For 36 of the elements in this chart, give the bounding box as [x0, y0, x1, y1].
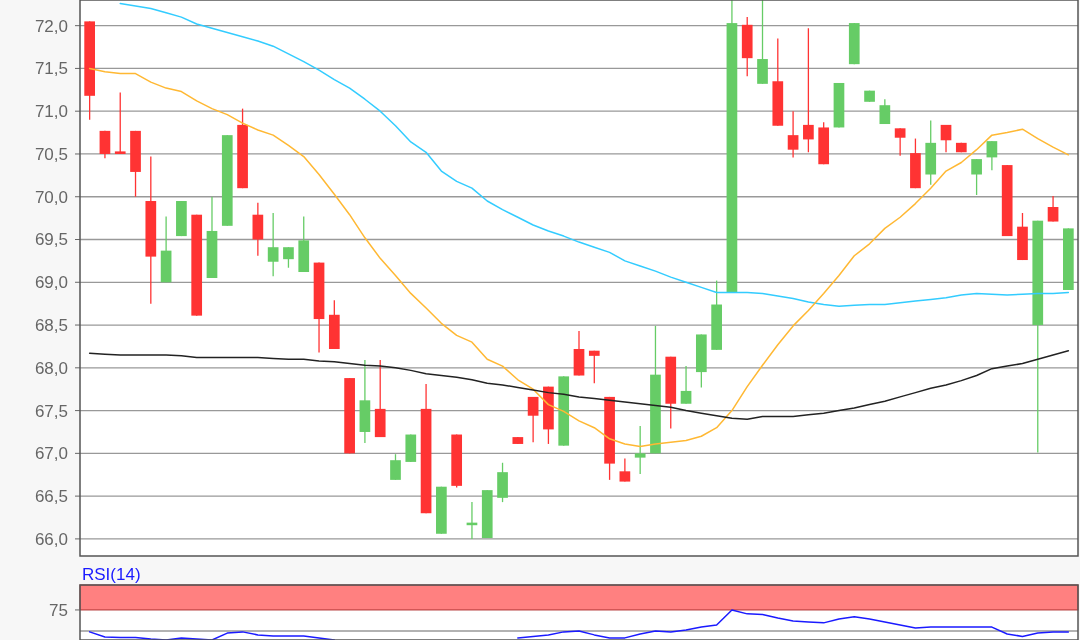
- candlestick: [894, 127, 906, 157]
- candlestick: [588, 350, 600, 384]
- candlestick: [99, 130, 111, 159]
- y-tick-label: 69,5: [34, 230, 68, 250]
- y-tick-label: 71,5: [34, 59, 68, 79]
- candlestick: [971, 158, 982, 196]
- candlestick: [527, 396, 539, 443]
- chart-title: RSI(14): [82, 565, 141, 584]
- y-tick-label: 70,5: [34, 144, 68, 164]
- candlestick: [803, 27, 814, 153]
- y-tick-label: 66,5: [34, 487, 68, 507]
- candlestick: [114, 91, 126, 155]
- candlestick: [879, 98, 891, 125]
- y-tick-label: 69,0: [34, 273, 68, 293]
- candlestick: [619, 457, 631, 483]
- y-tick-label: 72,0: [34, 16, 68, 36]
- line-series: [88, 349, 1070, 420]
- y-tick-label: 67,0: [34, 444, 68, 464]
- candlestick: [283, 246, 294, 269]
- candlestick: [940, 124, 952, 153]
- candlestick: [787, 110, 799, 159]
- candlestick: [986, 140, 998, 171]
- candlestick: [390, 453, 401, 481]
- y-tick-label: 70,0: [34, 187, 68, 207]
- y-tick-label: 71,0: [34, 102, 68, 122]
- y-tick-label: 66,0: [34, 529, 68, 549]
- y-tick-label: 68,5: [34, 316, 68, 335]
- line-series: [88, 67, 1070, 448]
- y-tick-label: 68,0: [34, 358, 68, 378]
- candlestick: [267, 212, 279, 277]
- y-tick-label: 67,5: [34, 401, 68, 421]
- candlestick: [1047, 195, 1059, 223]
- text: 75: [49, 600, 68, 620]
- candlestick: [634, 425, 646, 475]
- candlestick: [680, 365, 692, 405]
- line-series: [119, 2, 1070, 307]
